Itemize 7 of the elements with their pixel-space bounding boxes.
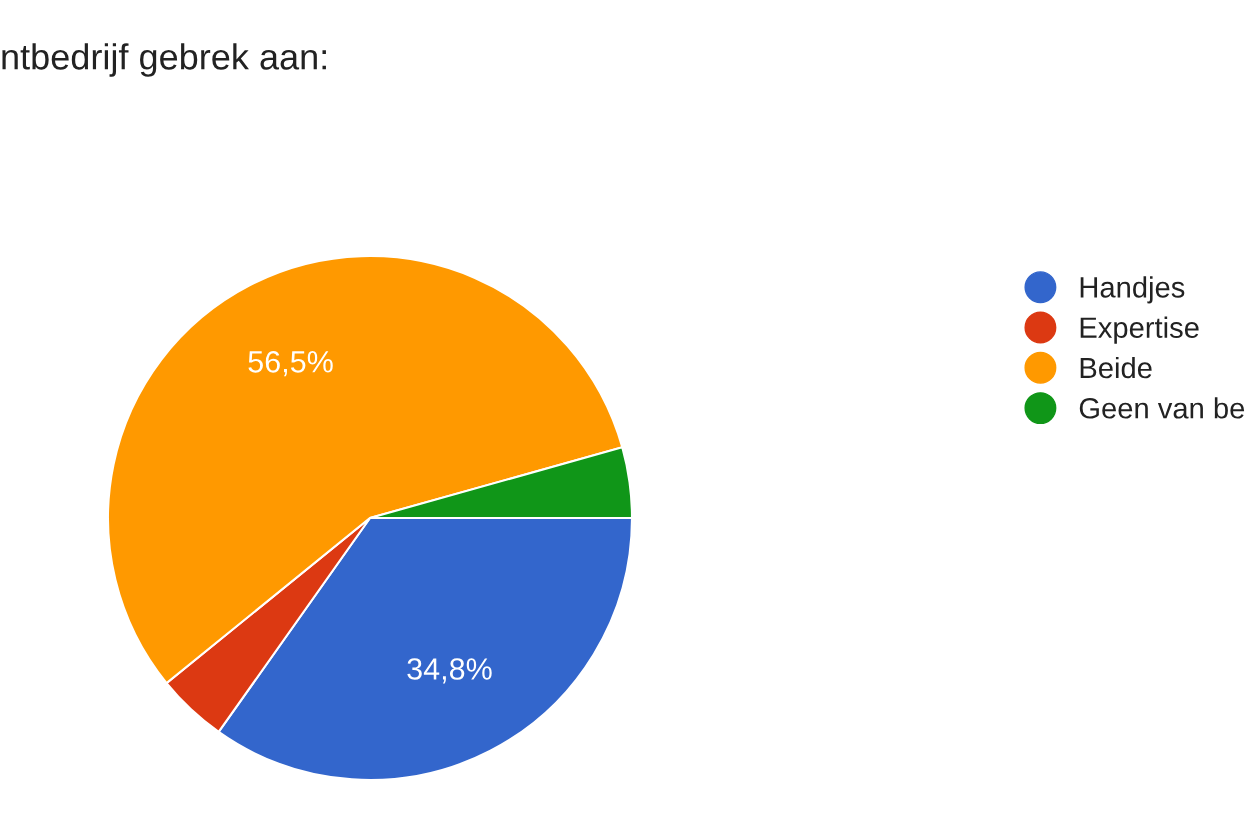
legend-label: Geen van be bbox=[1079, 397, 1245, 419]
legend-label: Expertise bbox=[1080, 316, 1199, 344]
chart-title: ntbedrijf gebrek aan: bbox=[2, 43, 326, 77]
legend-label: Beide bbox=[1080, 356, 1152, 379]
data-label: 34,8% bbox=[407, 658, 492, 684]
data-label: 56,5% bbox=[248, 350, 333, 377]
legend-label: Handjes bbox=[1080, 276, 1185, 304]
